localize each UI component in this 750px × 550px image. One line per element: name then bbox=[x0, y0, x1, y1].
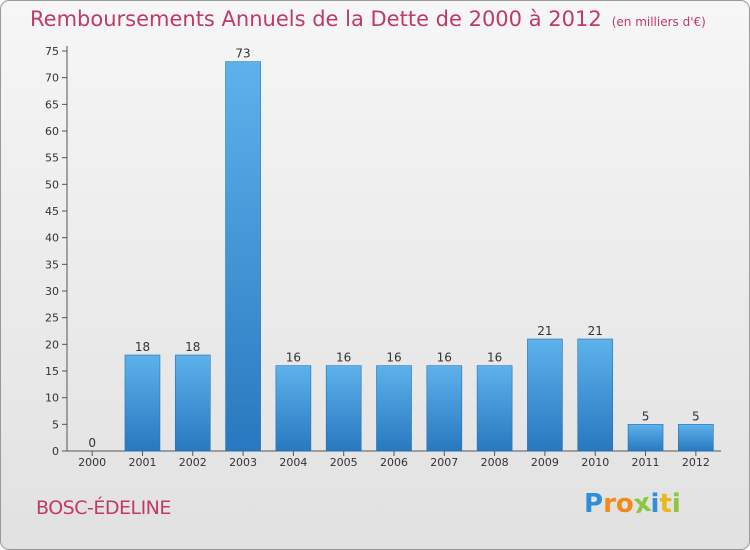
bar-2011 bbox=[627, 424, 664, 452]
x-tick-label: 2012 bbox=[682, 456, 710, 469]
data-label-2006: 16 bbox=[386, 351, 401, 365]
y-tick-label: 30 bbox=[45, 285, 59, 298]
y-tick-label: 65 bbox=[45, 98, 59, 111]
data-label-2005: 16 bbox=[336, 351, 351, 365]
data-label-2012: 5 bbox=[692, 409, 700, 423]
y-tick-label: 20 bbox=[45, 338, 59, 351]
data-label-2007: 16 bbox=[437, 351, 452, 365]
x-tick-label: 2008 bbox=[481, 456, 509, 469]
bars bbox=[124, 61, 714, 452]
chart-unit: (en milliers d'€) bbox=[611, 15, 706, 29]
data-label-2010: 21 bbox=[588, 324, 603, 338]
y-tick-label: 0 bbox=[52, 445, 59, 458]
y-tick-label: 45 bbox=[45, 205, 59, 218]
data-label-2009: 21 bbox=[537, 324, 552, 338]
data-label-2002: 18 bbox=[185, 340, 200, 354]
data-label-2004: 16 bbox=[286, 351, 301, 365]
bar-2001 bbox=[124, 354, 161, 452]
x-tick-label: 2011 bbox=[632, 456, 660, 469]
y-tick-label: 15 bbox=[45, 365, 59, 378]
bar-2002 bbox=[174, 354, 211, 452]
data-label-2008: 16 bbox=[487, 351, 502, 365]
logo-letter: o bbox=[615, 489, 634, 519]
data-label-2003: 73 bbox=[235, 47, 250, 61]
chart-title: Remboursements Annuels de la Dette de 20… bbox=[30, 7, 602, 31]
logo-letter: r bbox=[603, 489, 616, 519]
y-tick-label: 5 bbox=[52, 418, 59, 431]
logo-letter: P bbox=[584, 489, 604, 519]
x-tick-label: 2009 bbox=[531, 456, 559, 469]
data-label-2000: 0 bbox=[88, 436, 96, 450]
logo-letter: i bbox=[671, 489, 681, 519]
y-tick-label: 25 bbox=[45, 312, 59, 325]
bar-2006 bbox=[376, 365, 412, 452]
y-tick-label: 40 bbox=[45, 232, 59, 245]
proxiti-logo: Proxiti bbox=[584, 488, 681, 520]
bar-2010 bbox=[577, 338, 614, 452]
y-tick-label: 70 bbox=[45, 72, 59, 85]
y-tick-label: 75 bbox=[45, 45, 59, 58]
logo-letter: i bbox=[650, 489, 660, 519]
x-tick-label: 2001 bbox=[128, 456, 156, 469]
bar-2004 bbox=[275, 365, 312, 452]
x-tick-label: 2010 bbox=[581, 456, 609, 469]
bar-2007 bbox=[426, 365, 463, 452]
x-tick-label: 2000 bbox=[78, 456, 106, 469]
y-tick-label: 50 bbox=[45, 178, 59, 191]
y-axis: 0 5 10 15 20 25 30 35 40 45 50 55 60 65 70 75 bbox=[45, 45, 68, 458]
commune-name: BOSC-ÉDELINE bbox=[36, 497, 171, 519]
bar-labels: 0 18 18 73 16 16 16 16 16 21 21 5 5 bbox=[88, 47, 699, 450]
bar-2012 bbox=[678, 424, 714, 452]
bar-2003 bbox=[225, 61, 261, 452]
x-tick-label: 2005 bbox=[330, 456, 358, 469]
data-label-2011: 5 bbox=[642, 409, 650, 423]
x-tick-label: 2004 bbox=[279, 456, 307, 469]
x-axis: 2000 2001 2002 2003 2004 2005 2006 2007 2008 2009… bbox=[67, 450, 721, 469]
y-tick-label: 35 bbox=[45, 258, 59, 271]
x-tick-label: 2006 bbox=[380, 456, 408, 469]
x-tick-label: 2003 bbox=[229, 456, 257, 469]
bar-2005 bbox=[325, 365, 362, 452]
x-tick-label: 2002 bbox=[179, 456, 207, 469]
y-tick-label: 55 bbox=[45, 152, 59, 165]
y-tick-label: 10 bbox=[45, 392, 59, 405]
chart-header: Remboursements Annuels de la Dette de 20… bbox=[30, 7, 706, 31]
bar-2008 bbox=[476, 365, 513, 452]
data-label-2001: 18 bbox=[135, 340, 150, 354]
logo-letter: t bbox=[659, 489, 672, 519]
x-tick-label: 2007 bbox=[430, 456, 458, 469]
bar-2009 bbox=[527, 338, 563, 452]
y-tick-label: 60 bbox=[45, 125, 59, 138]
